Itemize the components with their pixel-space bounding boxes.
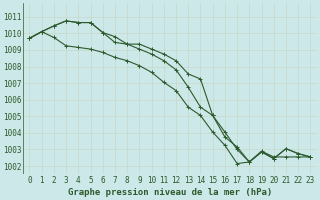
- X-axis label: Graphe pression niveau de la mer (hPa): Graphe pression niveau de la mer (hPa): [68, 188, 272, 197]
